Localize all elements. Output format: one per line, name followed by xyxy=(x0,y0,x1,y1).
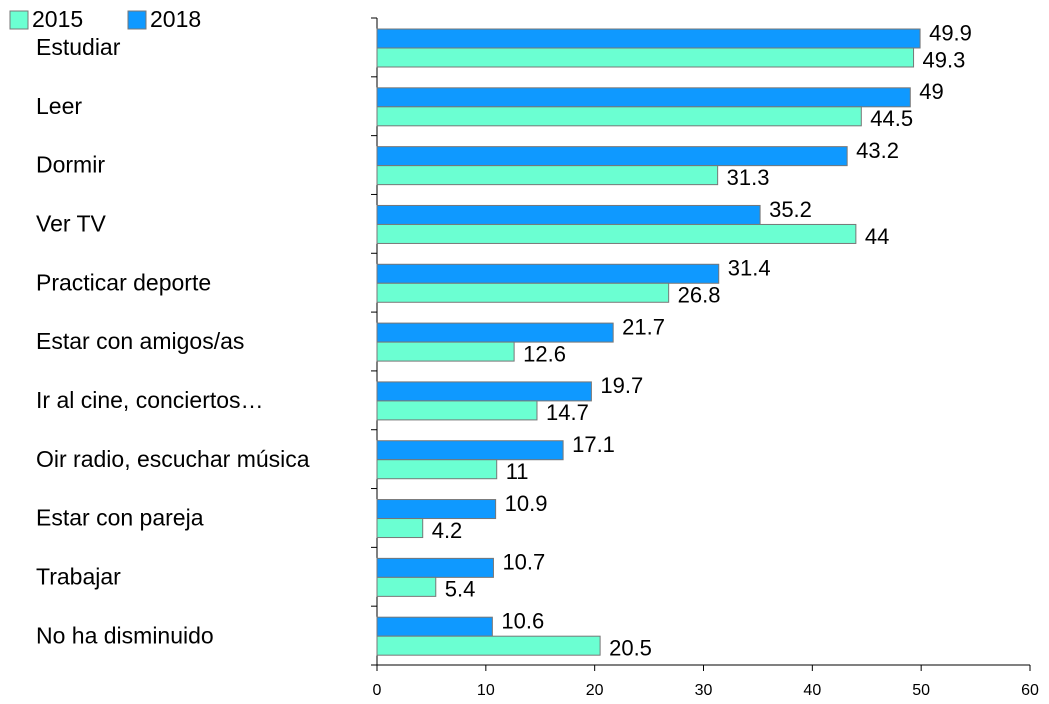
bar xyxy=(376,165,719,186)
category-label: Trabajar xyxy=(36,563,121,589)
bar xyxy=(376,204,761,225)
bar xyxy=(376,282,670,303)
value-label: 20.5 xyxy=(609,635,652,660)
value-label: 49.3 xyxy=(923,47,966,72)
bar xyxy=(376,616,493,637)
value-label: 10.9 xyxy=(505,491,548,516)
bar xyxy=(376,223,857,244)
bar xyxy=(376,106,862,127)
bar xyxy=(376,47,915,68)
bar xyxy=(376,322,614,343)
category-label: Practicar deporte xyxy=(36,269,211,295)
value-label: 35.2 xyxy=(769,197,812,222)
legend-swatch xyxy=(9,10,29,30)
bar xyxy=(376,146,848,167)
legend-label: 2018 xyxy=(150,6,201,32)
x-tick-label: 50 xyxy=(912,682,930,699)
bar xyxy=(376,518,424,539)
x-tick-label: 20 xyxy=(586,682,604,699)
value-label: 17.1 xyxy=(572,432,615,457)
bar xyxy=(376,28,921,49)
x-tick-label: 0 xyxy=(373,682,382,699)
value-label: 10.6 xyxy=(501,608,544,633)
x-tick-label: 60 xyxy=(1021,682,1039,699)
category-label: No ha disminuido xyxy=(36,622,214,648)
category-label: Estudiar xyxy=(36,34,121,60)
value-label: 19.7 xyxy=(600,373,643,398)
bar xyxy=(376,341,515,362)
category-label: Oir radio, escuchar música xyxy=(36,446,310,472)
value-label: 49.9 xyxy=(929,20,972,45)
x-tick-label: 30 xyxy=(695,682,713,699)
value-label: 14.7 xyxy=(546,400,589,425)
value-label: 44.5 xyxy=(870,106,913,131)
category-label: Estar con amigos/as xyxy=(36,328,244,354)
x-tick-label: 40 xyxy=(803,682,821,699)
bar xyxy=(376,263,720,284)
x-tick-label: 10 xyxy=(477,682,495,699)
bar xyxy=(376,440,564,461)
bar xyxy=(376,557,494,578)
bar xyxy=(376,635,601,656)
legend-swatch xyxy=(127,10,147,30)
bar xyxy=(376,576,437,597)
value-label: 11 xyxy=(506,459,529,484)
category-label: Ir al cine, conciertos… xyxy=(36,387,264,413)
value-label: 44 xyxy=(865,224,889,249)
bar xyxy=(376,459,498,480)
bar xyxy=(376,400,538,421)
value-label: 43.2 xyxy=(856,138,899,163)
bar xyxy=(376,381,592,402)
value-label: 31.3 xyxy=(727,165,770,190)
bar xyxy=(376,499,497,520)
bar xyxy=(376,87,911,108)
value-label: 5.4 xyxy=(445,577,476,602)
value-label: 21.7 xyxy=(622,314,665,339)
category-label: Dormir xyxy=(36,152,105,178)
category-label: Estar con pareja xyxy=(36,505,204,531)
category-label: Leer xyxy=(36,93,82,119)
value-label: 31.4 xyxy=(728,256,771,281)
value-label: 26.8 xyxy=(678,283,721,308)
value-label: 10.7 xyxy=(502,550,545,575)
category-label: Ver TV xyxy=(36,211,107,237)
value-label: 12.6 xyxy=(523,341,566,366)
legend-label: 2015 xyxy=(32,6,83,32)
value-label: 4.2 xyxy=(432,518,463,543)
value-label: 49 xyxy=(919,79,943,104)
